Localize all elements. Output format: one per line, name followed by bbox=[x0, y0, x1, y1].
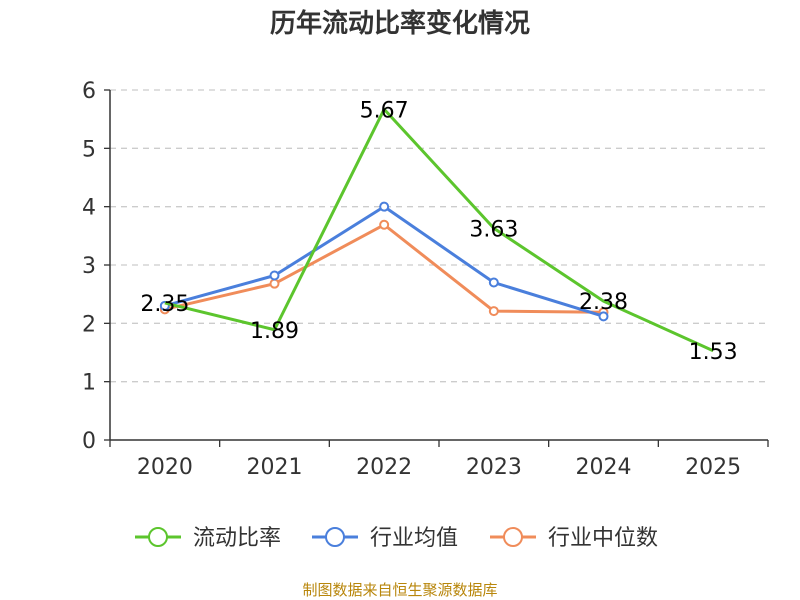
data-label: 5.67 bbox=[360, 98, 409, 123]
x-tick-label: 2023 bbox=[466, 455, 522, 480]
grid-lines bbox=[110, 89, 768, 383]
data-point bbox=[488, 306, 499, 317]
data-label: 2.38 bbox=[579, 290, 628, 315]
x-tick-label: 2024 bbox=[576, 455, 632, 480]
legend-item[interactable]: 行业均值 bbox=[312, 526, 458, 551]
x-tick-label: 2025 bbox=[685, 455, 741, 480]
data-point bbox=[488, 277, 499, 288]
x-tick-label: 2021 bbox=[247, 455, 303, 480]
series-line-0 bbox=[164, 107, 714, 353]
legend-label: 行业均值 bbox=[370, 526, 458, 551]
series-line-2 bbox=[164, 223, 604, 314]
data-point bbox=[598, 311, 609, 322]
legend-item[interactable]: 行业中位数 bbox=[490, 526, 658, 551]
data-label: 1.53 bbox=[689, 340, 738, 365]
data-point bbox=[379, 201, 390, 212]
legend[interactable]: 流动比率 行业均值 行业中位数 bbox=[135, 526, 658, 551]
y-tick-label: 0 bbox=[82, 429, 96, 454]
y-tick-label: 2 bbox=[82, 312, 96, 337]
y-tick-label: 1 bbox=[82, 371, 96, 396]
data-labels: 2.35 1.89 5.67 3.63 2.38 1.53 bbox=[140, 98, 737, 365]
data-label: 3.63 bbox=[469, 217, 518, 242]
data-point bbox=[269, 270, 280, 281]
legend-marker bbox=[503, 527, 523, 547]
y-tick-label: 6 bbox=[82, 79, 96, 104]
x-tick-label: 2022 bbox=[356, 455, 412, 480]
x-tick-label: 2020 bbox=[137, 455, 193, 480]
source-note: 制图数据来自恒生聚源数据库 bbox=[302, 581, 497, 599]
legend-marker bbox=[325, 527, 345, 547]
legend-label: 行业中位数 bbox=[548, 526, 658, 551]
data-point bbox=[269, 278, 280, 289]
y-tick-label: 3 bbox=[82, 254, 96, 279]
chart-title: 历年流动比率变化情况 bbox=[270, 8, 530, 39]
data-label: 2.35 bbox=[140, 292, 189, 317]
legend-marker bbox=[148, 527, 168, 547]
legend-label: 流动比率 bbox=[193, 526, 281, 551]
y-tick-label: 5 bbox=[82, 137, 96, 162]
data-point bbox=[379, 219, 390, 230]
axes: 0 1 2 3 4 5 6 2020 2021 2022 2023 2024 2025 bbox=[82, 79, 769, 480]
series-group bbox=[159, 107, 714, 353]
data-label: 1.89 bbox=[250, 319, 299, 344]
legend-item[interactable]: 流动比率 bbox=[135, 526, 281, 551]
y-tick-label: 4 bbox=[82, 196, 96, 221]
